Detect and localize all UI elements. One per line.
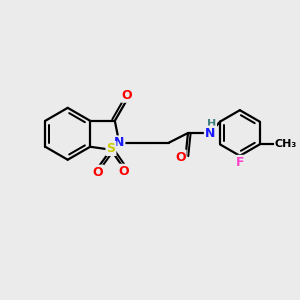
Text: N: N [114,136,124,149]
Text: N: N [205,127,215,140]
Text: O: O [122,89,132,102]
Text: O: O [175,151,186,164]
Text: F: F [236,156,245,169]
Text: S: S [106,142,116,155]
Text: H: H [207,119,216,129]
Text: O: O [93,166,103,178]
Text: O: O [118,165,129,178]
Text: CH₃: CH₃ [275,139,297,149]
